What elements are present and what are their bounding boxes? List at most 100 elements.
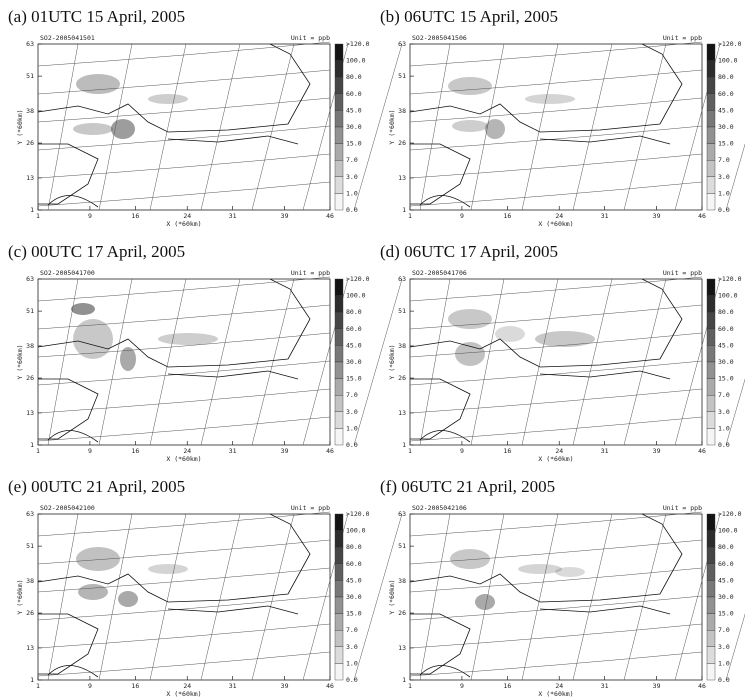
colorbar-swatch [706, 110, 716, 128]
so2-area [73, 123, 113, 135]
colorbar-swatch [334, 60, 344, 78]
colorbar-swatch [706, 143, 716, 161]
latitude-line [409, 153, 703, 179]
colorbar-label: 45.0 [346, 576, 362, 584]
latitude-line [37, 304, 331, 330]
x-axis-label: X (*60km) [538, 455, 573, 463]
colorbar-label: 100.0 [346, 527, 366, 535]
coastline [38, 613, 99, 675]
colorbar-label: >120.0 [346, 275, 370, 283]
colorbar-swatch [706, 278, 716, 296]
latitude-line [37, 332, 331, 358]
so2-area [452, 120, 488, 132]
colorbar-label: 30.0 [346, 123, 362, 131]
y-tick-label: 38 [398, 577, 406, 585]
so2-area [148, 564, 188, 574]
colorbar-swatch [334, 563, 344, 581]
map-frame [37, 513, 331, 681]
longitude-line [572, 513, 613, 681]
so2-area [450, 549, 490, 569]
longitude-line [470, 43, 505, 211]
so2-area [455, 342, 485, 366]
longitude-line [419, 278, 451, 446]
colorbar-swatch [334, 546, 344, 564]
y-tick-label: 13 [26, 409, 34, 417]
latitude-line [37, 41, 331, 67]
coastline [419, 665, 471, 678]
colorbar-label: 15.0 [346, 610, 362, 618]
colorbar-swatch [334, 159, 344, 177]
colorbar-swatch [706, 580, 716, 598]
panel: (e) 00UTC 21 April, 2005 SO2-2005042100 Un… [8, 477, 403, 698]
y-tick-label: 63 [398, 40, 406, 48]
latitude-line [37, 125, 331, 151]
x-tick-label: 24 [183, 447, 191, 455]
colorbar-label: 60.0 [718, 325, 734, 333]
colorbar-label: 100.0 [718, 527, 738, 535]
so2-area [148, 94, 188, 104]
colorbar-swatch [334, 530, 344, 548]
x-tick-label: 24 [555, 447, 563, 455]
x-tick-label: 16 [131, 682, 139, 690]
coastline [410, 378, 471, 440]
caption: (d) 06UTC 17 April, 2005 [380, 242, 558, 261]
latitude-line [409, 181, 703, 207]
run-label: SO2-2005042106 [412, 504, 467, 512]
unit-label: Unit = ppb [291, 504, 330, 512]
latitude-line [37, 153, 331, 179]
colorbar-label: 3.0 [718, 173, 730, 181]
x-tick-label: 16 [503, 682, 511, 690]
colorbar-swatch [706, 76, 716, 94]
so2-area [485, 119, 505, 139]
colorbar-label: 1.0 [346, 189, 358, 197]
colorbar-label: 7.0 [718, 626, 730, 634]
unit-label: Unit = ppb [663, 269, 702, 277]
y-tick-label: 26 [26, 139, 34, 147]
so2-area [78, 584, 108, 600]
so2-area [158, 333, 218, 345]
coastline [167, 370, 299, 380]
y-tick-label: 63 [26, 275, 34, 283]
longitude-line [47, 513, 79, 681]
colorbar-label: >120.0 [346, 40, 370, 48]
colorbar-swatch [334, 646, 344, 664]
coastline [410, 143, 471, 205]
latitude-line [37, 595, 331, 621]
colorbar-label: 45.0 [346, 341, 362, 349]
latitude-line [409, 511, 703, 537]
longitude-line [572, 43, 613, 211]
colorbar-label: 7.0 [346, 156, 358, 164]
coastline [47, 665, 99, 678]
longitude-line [149, 43, 187, 211]
y-tick-label: 26 [398, 139, 406, 147]
x-tick-label: 39 [653, 682, 661, 690]
colorbar-swatch [706, 176, 716, 194]
colorbar-label: 7.0 [718, 156, 730, 164]
longitude-line [98, 278, 133, 446]
colorbar-swatch [706, 596, 716, 614]
latitude-line [409, 360, 703, 386]
x-axis-label: X (*60km) [538, 220, 573, 228]
colorbar-label: 3.0 [718, 643, 730, 651]
x-tick-label: 46 [326, 682, 334, 690]
x-tick-label: 31 [601, 212, 609, 220]
colorbar-swatch [334, 278, 344, 296]
x-axis-label: X (*60km) [166, 455, 201, 463]
latitude-line [409, 623, 703, 649]
longitude-line [353, 43, 403, 211]
y-tick-label: 13 [398, 644, 406, 652]
colorbar-label: 15.0 [346, 140, 362, 148]
x-tick-label: 16 [503, 447, 511, 455]
y-tick-label: 1 [402, 441, 406, 449]
colorbar-label: 0.0 [718, 206, 730, 214]
longitude-line [149, 278, 187, 446]
x-tick-label: 31 [601, 682, 609, 690]
y-tick-label: 13 [26, 644, 34, 652]
longitude-line [47, 43, 79, 211]
colorbar-label: 1.0 [346, 424, 358, 432]
so2-area [73, 319, 113, 359]
colorbar-swatch [706, 394, 716, 412]
longitude-line [98, 43, 133, 211]
coastline [419, 430, 471, 443]
colorbar-label: 30.0 [718, 593, 734, 601]
